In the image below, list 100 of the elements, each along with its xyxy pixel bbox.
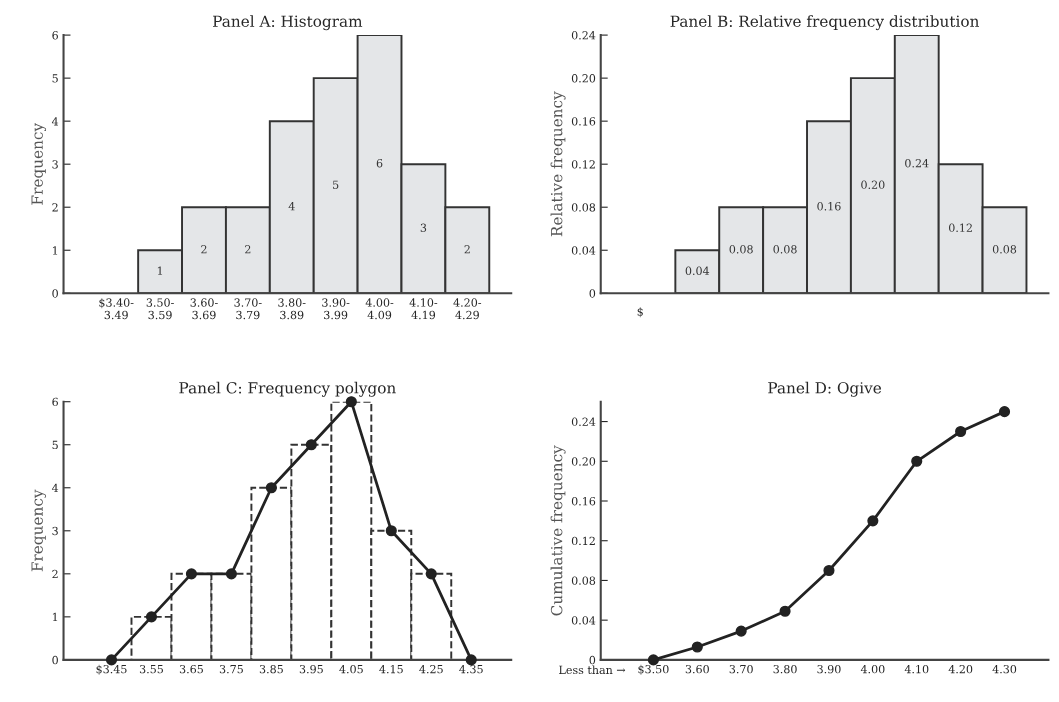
y-tick-label: 5 xyxy=(52,74,58,83)
data-label: 0.16 xyxy=(817,202,841,211)
point xyxy=(225,568,237,580)
x-tick-label: 3.60 xyxy=(685,664,709,674)
chart-title: Panel A: Histogram xyxy=(213,15,363,31)
point xyxy=(779,605,791,617)
y-tick-label: 0.20 xyxy=(571,74,596,83)
y-tick-label: 3 xyxy=(52,526,58,536)
x-tick-label: 3.65 xyxy=(179,664,203,674)
x-tick-label: $3.40- 3.49 xyxy=(99,298,134,320)
data-label: 0.08 xyxy=(773,245,797,254)
point xyxy=(911,455,923,467)
point xyxy=(823,564,835,577)
point xyxy=(691,641,703,653)
data-label: 2 xyxy=(245,245,251,254)
x-tick-label: $3.45 xyxy=(96,664,127,675)
y-tick-label: 0.20 xyxy=(571,457,596,466)
point xyxy=(305,439,317,451)
point xyxy=(345,396,357,408)
y-axis-title: Frequency xyxy=(31,489,47,572)
y-tick-label: 0 xyxy=(52,289,58,298)
x-tick-label: 3.95 xyxy=(299,664,323,674)
x-tick-label: 4.10 xyxy=(904,664,929,674)
data-label: 0.04 xyxy=(685,266,710,275)
point xyxy=(998,406,1011,418)
point xyxy=(185,568,198,580)
y-tick-label: 0.04 xyxy=(571,246,596,255)
data-label: 1 xyxy=(157,266,163,275)
y-tick-label: 0 xyxy=(589,289,596,298)
y-tick-label: 0.24 xyxy=(571,417,596,426)
x-tick-label: 4.10- 4.19 xyxy=(409,298,438,320)
chart-title: Panel D: Ogive xyxy=(768,381,882,397)
x-tick-label: $3.50 xyxy=(638,664,669,675)
point xyxy=(265,482,277,494)
y-tick-label: 0.16 xyxy=(571,496,596,506)
y-tick-label: 0.08 xyxy=(571,203,596,212)
data-label: 6 xyxy=(376,159,383,168)
y-tick-label: 5 xyxy=(52,440,58,450)
x-tick-label: 3.75 xyxy=(219,664,243,674)
x-tick-label: 3.70 xyxy=(729,664,753,674)
y-axis-title: Relative frequency xyxy=(550,91,566,237)
x-tick-label: 3.70- 3.79 xyxy=(234,298,262,320)
point xyxy=(867,515,879,527)
y-tick-label: 0.12 xyxy=(571,160,595,169)
data-label: 5 xyxy=(333,180,339,189)
point xyxy=(425,568,437,580)
y-tick-label: 0.04 xyxy=(571,616,596,625)
y-tick-label: 6 xyxy=(52,31,58,40)
y-tick-label: 6 xyxy=(52,397,58,407)
y-tick-label: 3 xyxy=(52,160,58,169)
y-axis-title: Cumulative frequency xyxy=(550,445,566,616)
x-tick-label: 3.85 xyxy=(259,664,283,674)
y-tick-label: 1 xyxy=(52,246,58,255)
x-tick-label: 4.00 xyxy=(860,664,885,674)
x-tick-label: 4.20- 4.29 xyxy=(453,298,482,320)
chart-title: Panel C: Frequency polygon xyxy=(179,381,396,397)
x-tick-label: 4.35 xyxy=(459,664,483,674)
y-tick-label: 0.24 xyxy=(571,31,596,40)
point xyxy=(145,611,158,623)
x-tick-label: 4.05 xyxy=(339,664,363,674)
x-tick-label: 3.90 xyxy=(817,664,841,674)
x-tick-label: 3.55 xyxy=(139,664,163,674)
chart-title: Panel B: Relative frequency distribution xyxy=(670,15,979,31)
point xyxy=(647,654,659,666)
data-label: 2 xyxy=(464,245,470,254)
y-tick-label: 1 xyxy=(52,612,58,622)
x-tick-label: 4.25 xyxy=(419,664,443,674)
y-tick-label: 0 xyxy=(589,655,596,665)
x-tick-label: 4.30 xyxy=(992,664,1017,674)
text: $ xyxy=(637,307,643,318)
data-label: 4 xyxy=(288,202,295,211)
y-tick-label: 0.08 xyxy=(571,576,596,585)
point xyxy=(955,425,967,438)
x-tick-label: 3.80- 3.89 xyxy=(278,298,306,320)
x-tick-label: 3.80 xyxy=(773,664,797,674)
y-tick-label: 2 xyxy=(52,569,58,579)
y-tick-label: 0.12 xyxy=(571,536,595,546)
data-label: 0.20 xyxy=(861,180,885,189)
y-tick-label: 4 xyxy=(51,117,59,126)
y-tick-label: 0.16 xyxy=(571,117,596,126)
point xyxy=(385,525,397,537)
data-label: 0.08 xyxy=(992,245,1017,254)
x-tick-label: 4.20 xyxy=(948,664,973,674)
y-axis-title: Frequency xyxy=(31,122,47,205)
x-tick-label: 3.90- 3.99 xyxy=(322,298,350,320)
data-label: 0.12 xyxy=(948,223,972,232)
x-tick-label: 4.00- 4.09 xyxy=(365,298,394,320)
point xyxy=(735,625,747,637)
x-tick-label: 3.60- 3.69 xyxy=(190,298,218,320)
data-label: 3 xyxy=(420,223,427,232)
x-tick-label: 3.50- 3.59 xyxy=(146,298,174,320)
point xyxy=(105,654,118,666)
y-tick-label: 0 xyxy=(52,655,58,665)
y-tick-label: 2 xyxy=(52,203,58,212)
x-tick-label: 4.15 xyxy=(379,664,403,674)
data-label: 0.24 xyxy=(905,159,929,168)
text: Less than → xyxy=(559,665,626,675)
y-tick-label: 4 xyxy=(51,483,59,492)
data-label: 0.08 xyxy=(729,245,753,254)
point xyxy=(465,654,477,666)
